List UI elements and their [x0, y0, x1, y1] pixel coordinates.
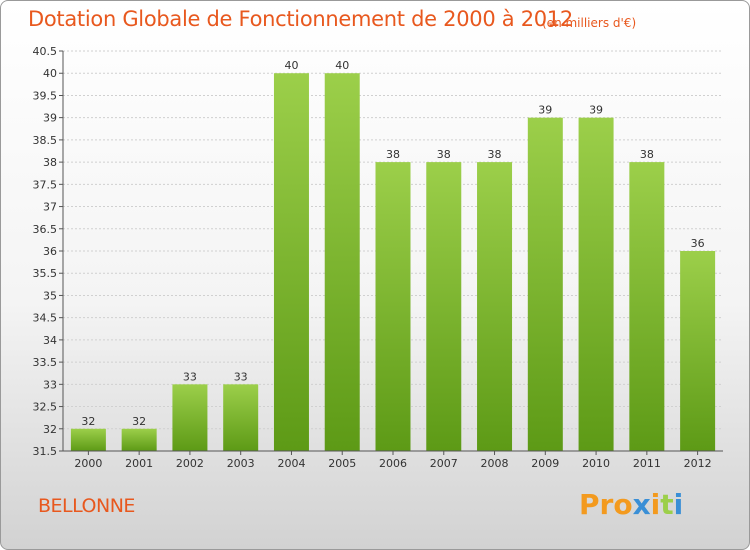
y-tick-label: 33 — [43, 378, 57, 391]
y-tick-label: 31.5 — [33, 445, 58, 458]
y-tick-label: 40 — [43, 67, 57, 80]
logo-letter: x — [632, 488, 651, 521]
y-tick-label: 32.5 — [33, 401, 58, 414]
y-tick-label: 37 — [43, 201, 57, 214]
commune-name: BELLONNE — [38, 495, 135, 517]
data-label-2012: 36 — [691, 237, 705, 250]
x-tick-label-2012: 2012 — [684, 457, 712, 470]
bar-2005[interactable] — [324, 73, 360, 451]
y-tick-label: 38.5 — [33, 134, 58, 147]
data-label-2010: 39 — [589, 104, 603, 117]
bar-2003[interactable] — [223, 384, 259, 451]
bar-2006[interactable] — [375, 162, 411, 451]
x-tick-label-2000: 2000 — [74, 457, 102, 470]
data-label-2001: 32 — [132, 415, 146, 428]
bar-2011[interactable] — [629, 162, 665, 451]
bar-2008[interactable] — [477, 162, 513, 451]
logo-letter: i — [650, 488, 661, 521]
data-label-2004: 40 — [284, 59, 298, 72]
labels: 31.5 32 32.5 33 33.5 34 34.5 35 35.5 36 36.5 37 37.5… — [33, 45, 712, 470]
y-tick-label: 35 — [43, 289, 57, 302]
axes — [59, 50, 723, 455]
data-label-2009: 39 — [538, 104, 552, 117]
logo-letter: t — [660, 488, 674, 521]
y-tick-label: 34.5 — [33, 312, 58, 325]
data-label-2011: 38 — [640, 148, 654, 161]
x-tick-label-2007: 2007 — [430, 457, 458, 470]
bar-2004[interactable] — [273, 73, 309, 451]
y-tick-label: 37.5 — [33, 178, 58, 191]
x-tick-label-2008: 2008 — [481, 457, 509, 470]
bar-2009[interactable] — [527, 117, 563, 452]
y-tick-label: 34 — [43, 334, 57, 347]
logo-letter: o — [613, 488, 633, 521]
chart-title: Dotation Globale de Fonctionnement de 20… — [28, 7, 573, 31]
bar-2002[interactable] — [172, 384, 208, 451]
y-tick-label: 32 — [43, 423, 57, 436]
x-tick-label-2010: 2010 — [582, 457, 610, 470]
y-tick-label: 40.5 — [33, 45, 58, 58]
x-tick-label-2009: 2009 — [531, 457, 559, 470]
data-label-2002: 33 — [183, 370, 197, 383]
bar-2012[interactable] — [680, 251, 716, 451]
data-label-2000: 32 — [81, 415, 95, 428]
chart-subtitle: (en milliers d'€) — [542, 16, 637, 30]
proxiti-logo[interactable]: Proxiti — [579, 488, 683, 521]
logo-letter: P — [579, 488, 600, 521]
bar-2010[interactable] — [578, 117, 614, 452]
y-tick-label: 39.5 — [33, 89, 58, 102]
y-tick-label: 38 — [43, 156, 57, 169]
y-tick-label: 35.5 — [33, 267, 58, 280]
y-tick-label: 36.5 — [33, 223, 58, 236]
data-label-2008: 38 — [488, 148, 502, 161]
bar-2007[interactable] — [426, 162, 462, 451]
data-label-2005: 40 — [335, 59, 349, 72]
y-tick-label: 36 — [43, 245, 57, 258]
y-tick-label: 33.5 — [33, 356, 58, 369]
x-tick-label-2003: 2003 — [227, 457, 255, 470]
bar-2001[interactable] — [121, 428, 157, 451]
y-tick-label: 39 — [43, 112, 57, 125]
x-tick-label-2001: 2001 — [125, 457, 153, 470]
data-label-2007: 38 — [437, 148, 451, 161]
bar-2000[interactable] — [70, 428, 106, 451]
x-tick-label-2004: 2004 — [277, 457, 305, 470]
logo-letter: r — [599, 488, 614, 521]
x-tick-label-2005: 2005 — [328, 457, 356, 470]
bars — [70, 73, 716, 452]
x-tick-label-2006: 2006 — [379, 457, 407, 470]
x-tick-label-2002: 2002 — [176, 457, 204, 470]
x-tick-label-2011: 2011 — [633, 457, 661, 470]
data-label-2003: 33 — [234, 370, 248, 383]
data-label-2006: 38 — [386, 148, 400, 161]
logo-letter: i — [673, 488, 684, 521]
